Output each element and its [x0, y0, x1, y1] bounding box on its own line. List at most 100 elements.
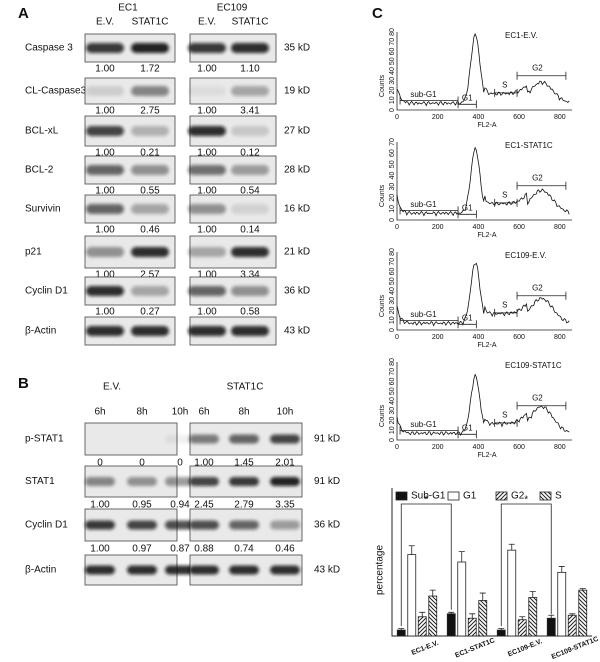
band [189, 565, 219, 575]
x-axis-label: FL2-A [477, 232, 496, 239]
band [188, 43, 226, 53]
x-tick-label: 800 [554, 114, 566, 121]
density-value: 2.45 [194, 500, 214, 511]
histogram-curve [396, 262, 570, 327]
error-bar [469, 613, 476, 619]
density-value: 2.79 [234, 500, 254, 511]
band [165, 520, 195, 530]
error-bar [569, 613, 576, 616]
gate [457, 320, 477, 329]
band [188, 286, 226, 296]
gate [494, 418, 518, 427]
y-tick-label: 20 [389, 307, 396, 315]
row-label: β-Actin [25, 326, 56, 337]
x-tick-label: 400 [473, 334, 485, 341]
density-value: 0.46 [275, 544, 295, 555]
density-value: 0.55 [140, 186, 160, 197]
y-tick-label: 0 [389, 328, 396, 332]
density-value: 1.00 [197, 307, 217, 318]
band [131, 126, 169, 136]
x-axis-label: FL2-A [477, 122, 496, 129]
band [131, 204, 169, 214]
band [188, 247, 226, 257]
band [231, 126, 269, 136]
histogram-curve [396, 373, 570, 437]
significance-bracket [400, 503, 452, 627]
lane-label: 6h [198, 407, 209, 418]
x-tick-label: 800 [554, 444, 566, 451]
y-tick-label: 20 [389, 194, 396, 202]
row-label: Cyclin D1 [25, 520, 68, 531]
y-tick-label: 80 [389, 28, 396, 36]
legend-swatch [447, 491, 460, 501]
row-label: Cyclin D1 [25, 286, 68, 297]
density-value: 3.41 [240, 106, 260, 117]
density-value: 1.00 [197, 225, 217, 236]
bar [467, 617, 477, 637]
y-tick-label: 50 [389, 57, 396, 65]
gate-label: G1 [462, 424, 473, 433]
density-value: 1.00 [95, 106, 115, 117]
y-tick-label: 50 [389, 277, 396, 285]
band [165, 434, 195, 444]
band [165, 477, 195, 486]
band [86, 165, 124, 175]
band [231, 247, 269, 257]
y-axis-label: Counts [379, 294, 386, 317]
y-tick-label: 60 [389, 149, 396, 157]
bar [496, 629, 506, 637]
x-tick-label: 200 [432, 224, 444, 231]
band [229, 520, 259, 530]
band [231, 326, 269, 336]
density-value: 0.46 [140, 225, 160, 236]
gate-label: sub-G1 [410, 90, 437, 99]
y-tick-label: 60 [389, 378, 396, 386]
axis [396, 362, 572, 441]
band [188, 326, 226, 336]
panel-letter: C [372, 5, 383, 22]
y-tick-label: 40 [389, 397, 396, 405]
band [131, 165, 169, 175]
band [188, 126, 226, 136]
y-tick-label: 20 [389, 87, 396, 95]
gate [516, 291, 567, 300]
density-value: 1.00 [197, 186, 217, 197]
y-tick-label: 70 [389, 138, 396, 146]
band [270, 520, 300, 530]
bar [528, 597, 538, 637]
band [188, 165, 226, 175]
size-label: 16 kD [284, 204, 310, 215]
significance-bracket [500, 503, 552, 627]
band [131, 286, 169, 296]
x-tick-label: 200 [432, 334, 444, 341]
y-tick-label: 40 [389, 171, 396, 179]
row-label: β-Actin [25, 565, 56, 576]
density-value: 0.54 [240, 186, 260, 197]
density-value: 0.88 [194, 544, 214, 555]
x-tick-label: 0 [395, 224, 399, 231]
row-label: BCL-2 [25, 165, 54, 176]
gate [516, 401, 567, 410]
gate-label: G1 [462, 94, 473, 103]
group-label: E.V. [103, 382, 121, 393]
band [165, 565, 195, 575]
band [86, 286, 124, 296]
bar [396, 629, 406, 637]
density-value: 1.00 [90, 500, 110, 511]
x-tick-label: 400 [473, 444, 485, 451]
x-tick-label: 400 [473, 114, 485, 121]
bar [578, 589, 588, 637]
size-label: 27 kD [284, 126, 310, 137]
bar [546, 617, 556, 637]
y-tick-label: 70 [389, 38, 396, 46]
bar [567, 614, 577, 637]
error-bar [419, 611, 426, 617]
x-tick-label: EC109-STAT1C [551, 636, 600, 661]
band [86, 43, 124, 53]
band [270, 477, 300, 486]
band [127, 565, 157, 575]
y-tick-label: 30 [389, 77, 396, 85]
gate-label: sub-G1 [410, 310, 437, 319]
density-value: 0.12 [240, 148, 260, 159]
band [86, 247, 124, 257]
